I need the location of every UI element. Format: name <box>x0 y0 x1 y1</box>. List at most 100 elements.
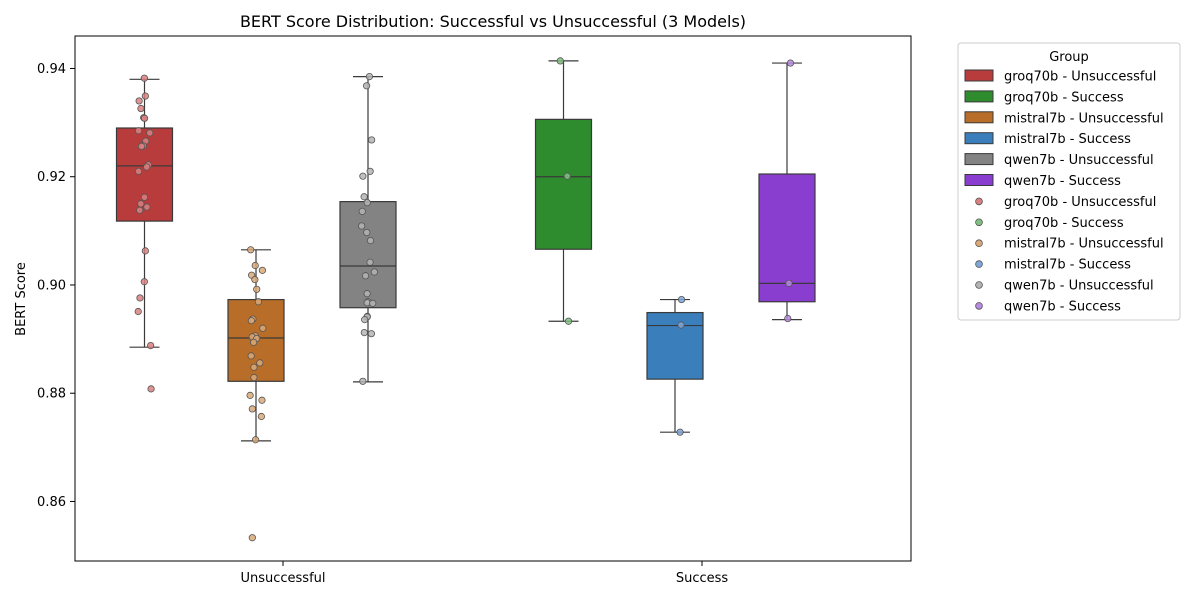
data-point <box>258 266 266 274</box>
x-tick-label: Unsuccessful <box>240 571 325 586</box>
box-iqr <box>534 118 593 250</box>
data-point <box>367 330 376 338</box>
data-point <box>140 114 149 122</box>
data-point <box>137 200 145 208</box>
data-point <box>250 373 258 382</box>
data-point <box>147 385 155 393</box>
data-point <box>786 59 795 67</box>
legend-entry-label: qwen7b - Unsuccessful <box>1004 153 1154 168</box>
legend-entry-label: qwen7b - Success <box>1004 299 1121 314</box>
data-point <box>784 314 792 323</box>
data-point <box>363 228 371 237</box>
data-point <box>361 316 369 324</box>
legend: Group groq70b - Unsuccessful groq70b - Su… <box>957 42 1181 321</box>
data-point <box>250 338 258 346</box>
data-point <box>246 391 254 399</box>
legend-entry-label: groq70b - Unsuccessful <box>1004 195 1156 210</box>
legend-entry-label: groq70b - Success <box>1004 90 1124 105</box>
legend-swatch-box <box>964 132 994 145</box>
y-tick-label: 0.90 <box>37 278 66 293</box>
data-point <box>140 278 148 286</box>
data-point <box>251 275 259 284</box>
x-tick-label: Success <box>676 571 729 586</box>
legend-swatch-point <box>975 218 983 227</box>
legend-entry-label: mistral7b - Success <box>1004 258 1131 273</box>
legend-swatch-point <box>975 302 983 310</box>
data-point <box>253 285 261 293</box>
data-point <box>146 129 154 137</box>
legend-swatch-box <box>964 111 994 124</box>
data-point <box>360 328 368 337</box>
data-point <box>361 272 370 280</box>
data-point <box>250 363 258 371</box>
data-point <box>564 317 573 325</box>
legend-entry-label: qwen7b - Success <box>1004 174 1121 189</box>
legend-entry-label: qwen7b - Unsuccessful <box>1004 279 1154 294</box>
legend-swatch-box <box>964 90 994 103</box>
data-point <box>785 279 793 287</box>
legend-swatch-point <box>975 239 983 248</box>
box-groq70b-success <box>534 60 593 322</box>
data-point <box>137 104 145 113</box>
y-tick-label: 0.92 <box>37 170 66 185</box>
data-point <box>247 317 255 325</box>
box-mistral7b-success <box>646 298 704 433</box>
data-point <box>248 405 256 413</box>
data-point <box>360 193 368 201</box>
plot-area: 0.86 0.88 0.90 0.92 0.94 Unsuccessful Success <box>37 35 912 586</box>
data-point <box>140 74 148 82</box>
chart-title: BERT Score Distribution: Successful vs U… <box>240 12 746 31</box>
data-point <box>247 246 255 254</box>
legend-frame <box>957 42 1181 321</box>
legend-entry-label: groq70b - Unsuccessful <box>1004 70 1156 85</box>
legend-swatch-box <box>964 153 994 166</box>
legend-entry-label: groq70b - Success <box>1004 216 1124 231</box>
legend-entry-label: mistral7b - Unsuccessful <box>1004 237 1164 252</box>
data-point <box>368 136 376 144</box>
data-point <box>363 82 371 90</box>
y-tick-label: 0.86 <box>37 495 66 510</box>
data-point <box>251 261 259 270</box>
legend-swatch-point <box>975 197 983 206</box>
data-point <box>370 268 378 276</box>
data-point <box>254 298 263 306</box>
data-point <box>556 57 564 65</box>
y-axis-label: BERT Score <box>14 262 29 336</box>
data-point <box>134 307 142 316</box>
legend-swatch-point <box>975 260 983 268</box>
legend-entry-label: mistral7b - Success <box>1004 132 1131 147</box>
data-point <box>248 534 256 542</box>
data-point <box>147 341 155 350</box>
legend-swatch-box <box>964 69 994 82</box>
data-point <box>259 324 267 332</box>
data-point <box>251 436 260 444</box>
data-point <box>256 359 264 367</box>
data-point <box>136 206 144 214</box>
data-point <box>143 163 151 171</box>
y-tick-label: 0.94 <box>37 62 66 77</box>
data-point <box>677 295 686 304</box>
legend-title: Group <box>1049 50 1089 65</box>
data-point <box>135 97 143 105</box>
legend-swatch-box <box>964 174 994 186</box>
data-point <box>257 412 265 421</box>
data-point <box>366 167 374 175</box>
data-point <box>258 396 266 404</box>
box-qwen7b-unsuccessful <box>339 75 397 383</box>
data-point <box>676 428 684 436</box>
data-point <box>363 199 371 207</box>
legend-entry-label: mistral7b - Unsuccessful <box>1004 111 1164 126</box>
data-point <box>141 92 149 100</box>
data-point <box>359 377 367 385</box>
data-point <box>137 142 146 151</box>
y-tick-label: 0.88 <box>37 387 66 402</box>
data-point <box>365 72 374 81</box>
legend-swatch-point <box>975 281 983 289</box>
data-point <box>141 247 149 255</box>
data-point <box>366 258 374 266</box>
data-point <box>358 222 366 230</box>
data-point <box>247 352 255 360</box>
data-point <box>143 203 151 211</box>
box-iqr <box>646 311 704 380</box>
